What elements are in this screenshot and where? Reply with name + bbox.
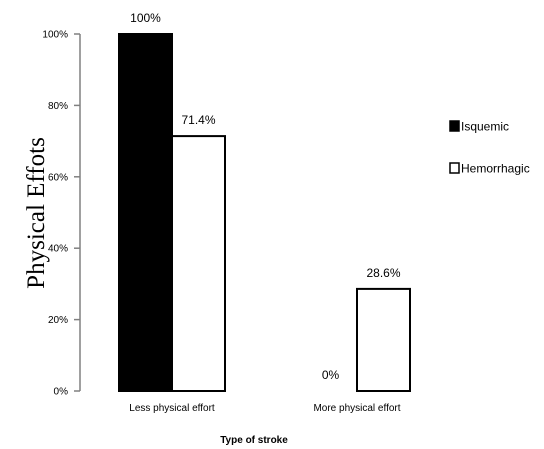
- legend-label-hemorrhagic: Hemorrhagic: [461, 162, 530, 176]
- y-axis-label: Physical Effots: [23, 137, 50, 289]
- data-labels: 100% 71.4% 0% 28.6%: [130, 11, 401, 382]
- data-label: 71.4%: [181, 113, 215, 127]
- legend-swatch-isquemic: [449, 120, 460, 132]
- category-label: Less physical effort: [129, 403, 215, 414]
- category-label: More physical effort: [313, 403, 400, 414]
- legend: Isquemic Hemorrhagic: [449, 120, 530, 176]
- category-labels: Less physical effort More physical effort: [129, 403, 400, 414]
- bars: [118, 33, 411, 393]
- x-axis-label: Type of stroke: [220, 435, 288, 446]
- data-label: 0%: [322, 368, 340, 382]
- y-tick-label: 40%: [48, 244, 68, 255]
- bar-isquemic-1: [118, 33, 173, 392]
- data-label: 100%: [130, 11, 161, 25]
- y-axis: 0% 20% 40% 60% 80% 100%: [42, 30, 81, 398]
- y-tick-label: 0%: [54, 387, 69, 398]
- data-label: 28.6%: [366, 266, 400, 280]
- y-tick-label: 20%: [48, 315, 68, 326]
- y-tick-label: 100%: [42, 30, 68, 41]
- legend-swatch-hemorrhagic: [449, 162, 460, 174]
- bar-hemorrhagic-1: [171, 135, 226, 392]
- y-tick-label: 80%: [48, 101, 68, 112]
- y-tick-label: 60%: [48, 172, 68, 183]
- legend-label-isquemic: Isquemic: [461, 120, 509, 134]
- bar-hemorrhagic-2: [356, 287, 411, 393]
